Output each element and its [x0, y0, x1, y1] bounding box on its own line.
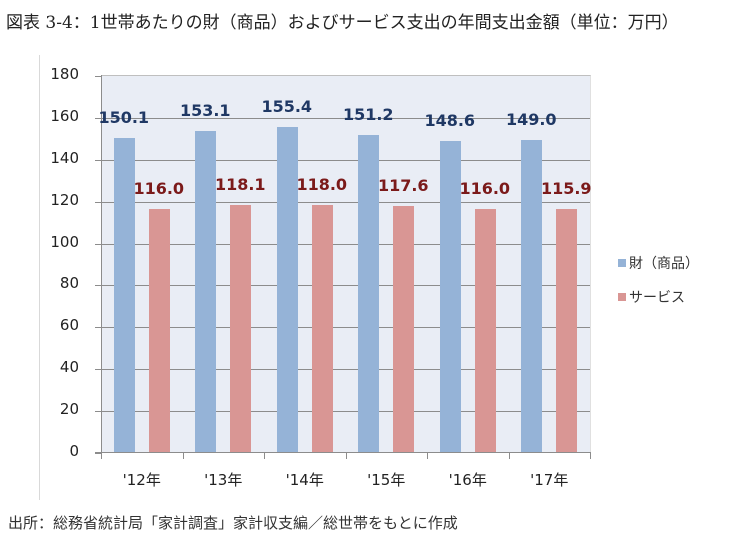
x-tick-mark: [345, 452, 347, 459]
legend-item-goods: 財（商品）: [618, 251, 699, 275]
legend: 財（商品） サービス: [618, 251, 699, 319]
bar-services: [393, 205, 415, 452]
bar-goods: [358, 135, 380, 452]
bar-goods: [276, 126, 298, 452]
data-label-services: 117.6: [377, 175, 429, 195]
data-label-services: 115.9: [540, 179, 592, 199]
legend-label-goods: 財（商品）: [629, 256, 699, 272]
y-tick-mark: [95, 453, 101, 454]
x-tick-label: '12年: [122, 471, 161, 489]
x-tick-label: '14年: [285, 471, 324, 489]
data-label-goods: 149.0: [505, 109, 557, 129]
data-label-services: 118.0: [296, 174, 348, 194]
y-tick-mark: [95, 76, 101, 77]
y-tick-mark: [95, 285, 101, 287]
gridline: [101, 327, 590, 329]
legend-swatch-services-icon: [618, 293, 626, 301]
x-axis: [95, 452, 591, 453]
bar-goods: [113, 137, 135, 452]
plot-area: [95, 75, 591, 454]
legend-label-services: サービス: [629, 290, 685, 306]
y-tick-label: 80: [59, 274, 79, 293]
y-tick-label: 140: [50, 148, 79, 167]
y-tick-label: 100: [50, 232, 79, 251]
y-tick-label: 120: [50, 190, 79, 209]
bar-goods: [521, 139, 543, 452]
gridline: [101, 369, 590, 371]
bar-services: [148, 209, 170, 452]
data-label-goods: 151.2: [342, 105, 394, 125]
data-label-goods: 155.4: [261, 96, 313, 116]
y-tick-mark: [95, 327, 101, 329]
legend-item-services: サービス: [618, 285, 699, 309]
x-tick-mark: [264, 452, 265, 459]
gridline: [101, 285, 590, 287]
data-label-goods: 153.1: [179, 101, 231, 121]
y-tick-mark: [95, 411, 101, 413]
data-label-services: 116.0: [133, 179, 185, 199]
legend-swatch-goods-icon: [618, 259, 626, 267]
data-label-goods: 150.1: [98, 107, 150, 127]
data-label-services: 118.1: [214, 174, 266, 194]
x-tick-mark: [182, 452, 184, 459]
data-label-services: 116.0: [459, 179, 511, 199]
gridline: [101, 201, 590, 203]
bar-services: [556, 209, 578, 452]
x-tick-mark: [427, 452, 428, 459]
chart-frame-border: [39, 55, 40, 500]
source-note: 出所：総務省統計局「家計調査」家計収支編／総世帯をもとに作成: [8, 514, 458, 532]
gridline: [101, 159, 590, 161]
x-tick-mark: [101, 452, 102, 459]
bar-services: [474, 209, 496, 452]
y-axis: [101, 75, 102, 452]
y-tick-label: 20: [59, 400, 79, 419]
chart-title: 図表 3-4：1世帯あたりの財（商品）およびサービス支出の年間支出金額（単位：万…: [6, 13, 679, 33]
x-tick-mark: [508, 452, 510, 459]
bar-goods: [195, 131, 217, 452]
y-tick-mark: [95, 201, 101, 203]
y-tick-mark: [95, 243, 101, 245]
y-tick-label: 60: [59, 316, 79, 335]
y-tick-label: 180: [50, 65, 79, 83]
y-tick-label: 160: [50, 106, 79, 125]
data-label-goods: 148.6: [424, 110, 476, 130]
x-tick-label: '15年: [367, 471, 406, 489]
y-tick-mark: [95, 117, 101, 119]
x-tick-label: '17年: [530, 471, 569, 489]
y-tick-label: 0: [69, 442, 79, 460]
bar-goods: [439, 140, 461, 452]
x-tick-label: '13年: [204, 471, 243, 489]
y-tick-label: 40: [59, 358, 79, 377]
bar-services: [311, 204, 333, 452]
x-tick-mark: [590, 452, 591, 459]
x-tick-label: '16年: [448, 471, 487, 489]
bar-services: [230, 204, 252, 452]
gridline: [101, 117, 590, 119]
gridline: [101, 411, 590, 413]
y-tick-mark: [95, 159, 101, 161]
y-tick-mark: [95, 369, 101, 371]
gridline: [101, 243, 590, 245]
